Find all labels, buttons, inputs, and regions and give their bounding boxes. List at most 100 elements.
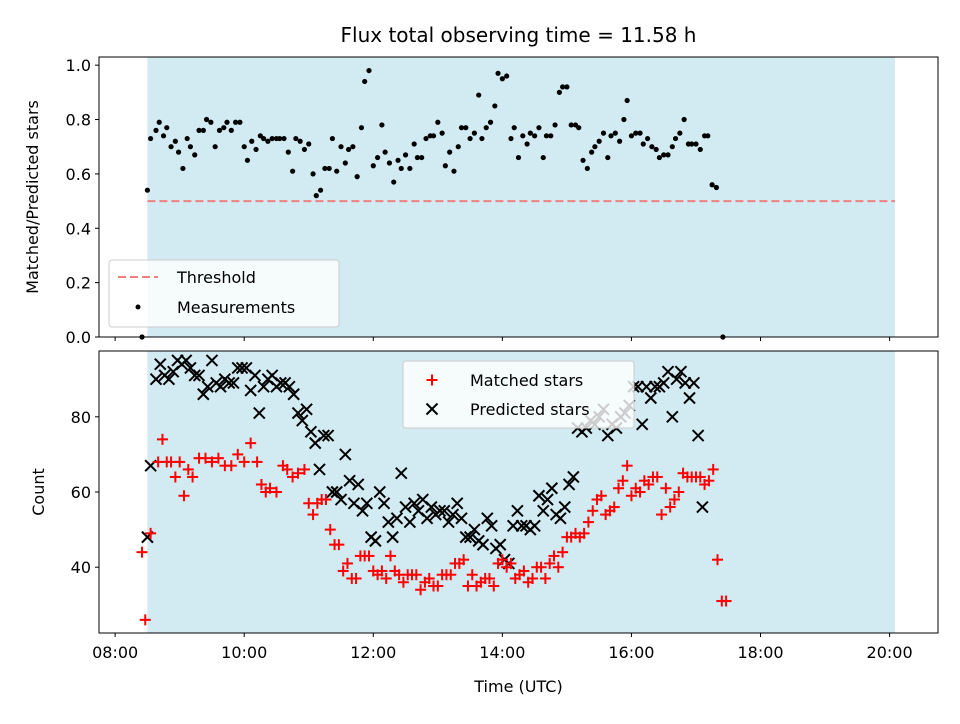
measurement-point bbox=[184, 135, 190, 142]
predicted-stars-point bbox=[403, 515, 417, 529]
x-tick-label: 12:00 bbox=[350, 643, 396, 662]
top-y-axis-label: Matched/Predicted stars bbox=[23, 100, 42, 294]
measurement-point bbox=[479, 135, 485, 142]
measurement-point bbox=[322, 165, 328, 172]
measurement-point bbox=[508, 135, 514, 142]
predicted-stars-point bbox=[657, 376, 670, 390]
predicted-stars-point bbox=[154, 357, 167, 371]
matched-stars-legend-swatch bbox=[426, 374, 438, 386]
predicted-stars-point bbox=[554, 512, 567, 525]
matched-stars-point bbox=[298, 463, 310, 475]
matched-stars-point bbox=[587, 505, 599, 517]
measurement-point bbox=[326, 165, 332, 172]
predicted-stars-point bbox=[205, 354, 219, 367]
matched-stars-point bbox=[707, 463, 719, 475]
measurement-point bbox=[463, 125, 469, 131]
measurement-point bbox=[492, 103, 498, 109]
matched-stars-point bbox=[552, 561, 564, 573]
matched-stars-legend-marker bbox=[426, 374, 438, 386]
measurement-point bbox=[605, 154, 611, 161]
predicted-stars-point bbox=[648, 380, 662, 393]
matched-stars-point bbox=[232, 448, 244, 460]
predicted-stars-point bbox=[291, 406, 305, 420]
matched-stars-point bbox=[225, 460, 237, 472]
predicted-stars-point bbox=[188, 369, 201, 382]
measurement-point bbox=[633, 130, 639, 136]
measurement-point bbox=[386, 160, 393, 166]
measurement-point bbox=[693, 141, 699, 147]
bottom-x-ticks: 08:00 10:00 12:00 14:00 16:00 18:00 20:00 bbox=[92, 633, 913, 662]
measurement-point bbox=[144, 187, 151, 193]
measurement-point bbox=[391, 179, 397, 185]
predicted-stars-point bbox=[450, 497, 464, 510]
matched-stars-point bbox=[651, 471, 663, 483]
predicted-stars-point bbox=[300, 403, 313, 416]
measurement-point bbox=[511, 125, 517, 131]
matched-stars-point bbox=[656, 509, 668, 521]
measurement-point bbox=[172, 138, 178, 144]
predicted-stars-point bbox=[666, 410, 679, 424]
predicted-stars-point bbox=[683, 391, 696, 405]
measurement-point bbox=[290, 168, 296, 174]
measurement-point bbox=[552, 122, 558, 128]
predicted-stars-point bbox=[274, 376, 287, 390]
predicted-stars-point bbox=[373, 485, 386, 499]
matched-stars-point bbox=[488, 580, 500, 592]
measurement-point bbox=[677, 130, 683, 136]
top-legend-box bbox=[108, 259, 340, 328]
measurement-point bbox=[600, 130, 607, 136]
measurement-point bbox=[689, 141, 695, 147]
measurements-legend-swatch bbox=[135, 304, 141, 310]
measurement-point bbox=[640, 141, 646, 147]
measurement-point bbox=[382, 149, 388, 155]
matched-stars-point bbox=[526, 572, 538, 584]
measurement-points bbox=[139, 67, 726, 340]
predicted-stars-point bbox=[382, 515, 395, 529]
x-tick-label: 10:00 bbox=[221, 643, 267, 662]
measurement-point bbox=[362, 78, 368, 85]
measurement-point bbox=[520, 133, 526, 139]
predicted-stars-point bbox=[395, 466, 408, 480]
measurement-point bbox=[411, 141, 417, 147]
measurement-point bbox=[419, 154, 425, 161]
measurement-point bbox=[187, 144, 194, 150]
predicted-stars-point bbox=[149, 372, 163, 386]
predicted-stars-point bbox=[532, 489, 546, 502]
measurement-point bbox=[310, 171, 316, 177]
matched-stars-point bbox=[432, 580, 444, 592]
measurement-point bbox=[669, 144, 675, 150]
matched-stars-point bbox=[445, 569, 457, 581]
predicted-stars-legend-label: Predicted stars bbox=[470, 400, 590, 419]
matched-stars-point bbox=[380, 572, 392, 584]
measurement-point bbox=[672, 135, 679, 142]
measurement-point bbox=[467, 135, 473, 142]
top-y-tick-label: 1.0 bbox=[66, 56, 91, 75]
predicted-stars-point bbox=[334, 493, 348, 506]
measurement-point bbox=[532, 133, 538, 139]
predicted-stars-point bbox=[446, 508, 460, 521]
predicted-stars-point bbox=[463, 530, 477, 544]
matched-stars-point bbox=[350, 572, 362, 584]
measurement-point bbox=[442, 163, 448, 169]
measurement-point bbox=[576, 125, 582, 131]
measurement-point bbox=[580, 157, 586, 163]
predicted-stars-point bbox=[339, 448, 352, 461]
measurement-point bbox=[430, 133, 437, 139]
measurement-point bbox=[617, 138, 623, 144]
measurement-point bbox=[653, 146, 659, 153]
predicted-stars-point bbox=[515, 519, 528, 533]
matched-stars-point bbox=[324, 524, 336, 536]
predicted-stars-point bbox=[399, 500, 412, 514]
measurement-point bbox=[379, 122, 385, 128]
measurement-point bbox=[180, 165, 186, 172]
predicted-stars-point bbox=[528, 519, 541, 533]
measurement-point bbox=[705, 133, 711, 139]
measurement-point bbox=[354, 174, 360, 180]
measurement-point bbox=[487, 119, 494, 125]
matched-stars-point bbox=[664, 501, 676, 513]
measurement-point bbox=[628, 133, 635, 139]
matched-stars-point bbox=[178, 490, 190, 502]
measurement-point bbox=[661, 152, 667, 158]
measurement-point bbox=[317, 187, 324, 193]
measurement-point bbox=[495, 70, 501, 76]
